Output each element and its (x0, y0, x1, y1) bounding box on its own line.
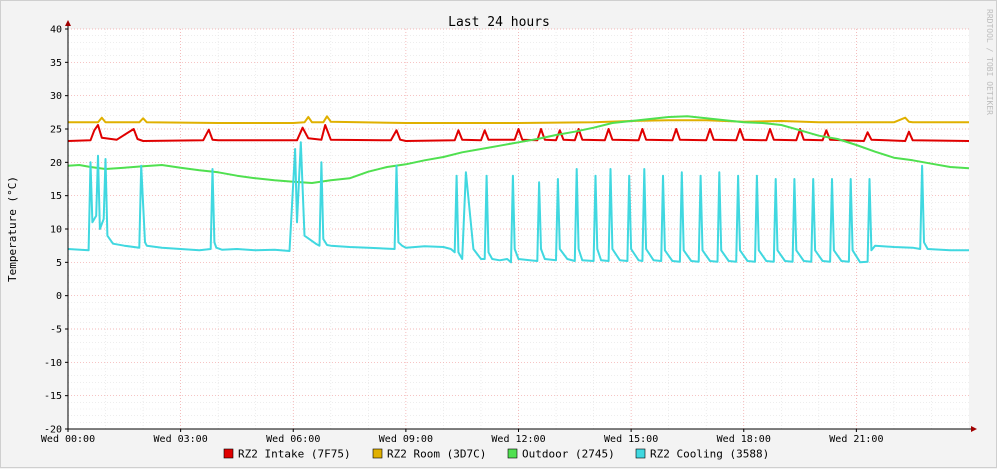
y-tick-label: 30 (50, 91, 62, 102)
y-tick-label: 0 (56, 291, 62, 302)
y-tick-label: 20 (50, 158, 62, 169)
x-axis-arrow (971, 426, 977, 432)
x-tick-label: Wed 12:00 (491, 434, 545, 445)
y-tick-label: 25 (50, 125, 62, 136)
x-tick-label: Wed 21:00 (829, 434, 883, 445)
legend-swatch-1 (372, 448, 383, 459)
legend-swatch-3 (635, 448, 646, 459)
y-axis-arrow (65, 20, 71, 26)
legend-label-1: RZ2 Room (3D7C) (387, 448, 486, 461)
x-tick-label: Wed 09:00 (379, 434, 433, 445)
y-tick-label: 5 (56, 258, 62, 269)
series-layer (67, 115, 970, 264)
y-tick-label: 40 (50, 25, 62, 36)
x-tick-label: Wed 15:00 (604, 434, 658, 445)
series-line-2 (67, 115, 970, 184)
legend-label-2: Outdoor (2745) (522, 448, 615, 461)
legend-swatch-0 (223, 448, 234, 459)
watermark: RRDTOOL / TOBI OETIKER (985, 9, 994, 115)
y-tick-label: -15 (44, 391, 62, 402)
x-tick-label: Wed 03:00 (154, 434, 208, 445)
legend-label-3: RZ2 Cooling (3588) (650, 448, 769, 461)
series-line-3 (67, 141, 969, 264)
y-tick-labels: 40 35 30 25 20 15 10 5 0 -5 -10 -15 -20 (44, 25, 62, 436)
y-tick-label: 35 (50, 58, 62, 69)
y-axis-label: Temperature (°C) (6, 176, 19, 282)
axes (65, 20, 977, 432)
x-tick-label: Wed 00:00 (41, 434, 95, 445)
x-tick-label: Wed 18:00 (717, 434, 771, 445)
y-tick-label: -5 (50, 325, 62, 336)
x-tick-labels: Wed 00:00 Wed 03:00 Wed 06:00 Wed 09:00 Wed … (41, 434, 884, 445)
chart-title: Last 24 hours (448, 15, 550, 30)
y-tick-label: 10 (50, 225, 62, 236)
y-tick-label: -10 (44, 358, 62, 369)
legend: RZ2 Intake (7F75) RZ2 Room (3D7C) Outdoor … (223, 448, 769, 461)
y-tick-label: 15 (50, 191, 62, 202)
y-tick-label: -20 (44, 425, 62, 436)
series-line-1 (68, 115, 969, 124)
x-tick-label: Wed 06:00 (266, 434, 320, 445)
legend-swatch-2 (507, 448, 518, 459)
legend-label-0: RZ2 Intake (7F75) (238, 448, 351, 461)
